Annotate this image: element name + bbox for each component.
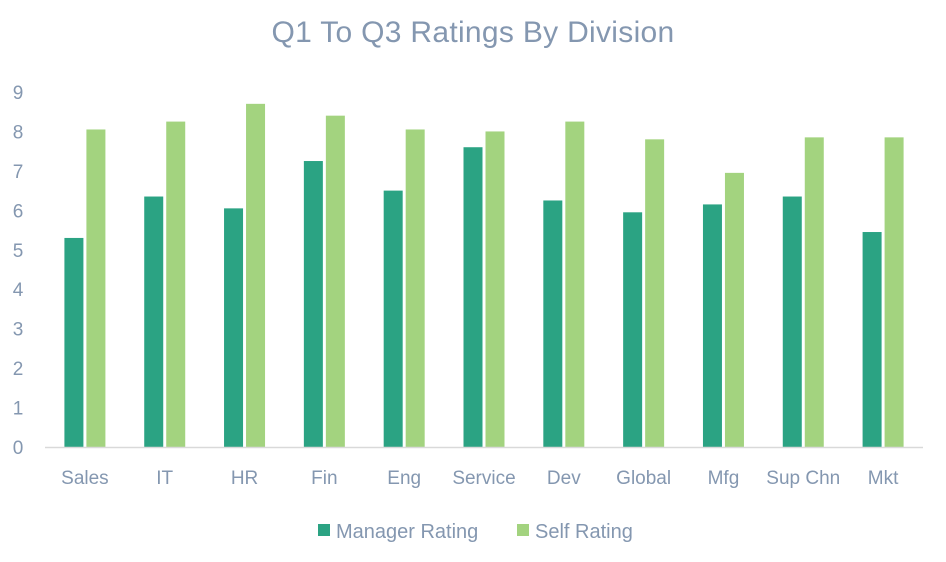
y-tick-label: 3 <box>13 320 24 341</box>
x-axis-ticks: Sales IT HR Fin Eng Service Dev Global Mfg Sup Ch… <box>61 468 899 489</box>
bar-self-rating-eng <box>405 129 425 447</box>
bar-manager-rating-mkt <box>862 232 882 447</box>
y-tick-label: 0 <box>13 438 24 459</box>
y-tick-label: 5 <box>13 241 24 262</box>
bar-manager-rating-hr <box>224 208 244 447</box>
bar-manager-rating-eng <box>383 190 403 447</box>
y-tick-label: 2 <box>13 359 24 380</box>
bar-self-rating-sup-chn <box>804 137 824 447</box>
legend-swatch-self-rating <box>517 524 529 536</box>
chart-title: Q1 To Q3 Ratings By Division <box>271 16 675 49</box>
y-tick-label: 1 <box>13 399 24 420</box>
bar-manager-rating-fin <box>303 161 323 447</box>
bar-manager-rating-dev <box>543 200 563 447</box>
bar-manager-rating-global <box>623 212 643 447</box>
bar-self-rating-global <box>645 139 665 448</box>
x-tick-label: Mkt <box>868 468 899 489</box>
legend-label-self-rating: Self Rating <box>535 521 633 543</box>
legend-label-manager-rating: Manager Rating <box>336 521 478 543</box>
y-tick-label: 8 <box>13 122 24 143</box>
x-tick-label: HR <box>231 468 258 489</box>
legend-swatch-manager-rating <box>318 524 330 536</box>
x-tick-label: Service <box>452 468 515 489</box>
x-tick-label: Sales <box>61 468 109 489</box>
x-tick-label: IT <box>156 468 173 489</box>
bars <box>64 103 904 448</box>
bar-manager-rating-sales <box>64 237 84 447</box>
bar-self-rating-fin <box>325 115 345 448</box>
y-tick-label: 9 <box>13 83 24 104</box>
bar-manager-rating-mfg <box>702 204 722 447</box>
x-tick-label: Fin <box>311 468 337 489</box>
y-tick-label: 7 <box>13 162 24 183</box>
x-tick-label: Mfg <box>708 468 740 489</box>
bar-manager-rating-it <box>144 196 164 447</box>
x-tick-label: Sup Chn <box>766 468 840 489</box>
bar-self-rating-mkt <box>884 137 904 447</box>
x-tick-label: Eng <box>387 468 421 489</box>
y-tick-label: 4 <box>13 280 24 301</box>
x-tick-label: Dev <box>547 468 581 489</box>
bar-manager-rating-sup-chn <box>782 196 802 447</box>
bar-self-rating-mfg <box>724 172 744 447</box>
bar-self-rating-dev <box>565 121 585 447</box>
bar-self-rating-hr <box>246 103 266 447</box>
bar-manager-rating-service <box>463 147 483 447</box>
x-tick-label: Global <box>616 468 671 489</box>
y-tick-label: 6 <box>13 201 24 222</box>
bar-self-rating-sales <box>86 129 106 447</box>
legend: Manager Rating Self Rating <box>318 521 633 543</box>
y-axis-ticks: 0 1 2 3 4 5 6 7 8 9 <box>13 83 24 459</box>
bar-self-rating-service <box>485 131 505 447</box>
bar-self-rating-it <box>166 121 186 447</box>
